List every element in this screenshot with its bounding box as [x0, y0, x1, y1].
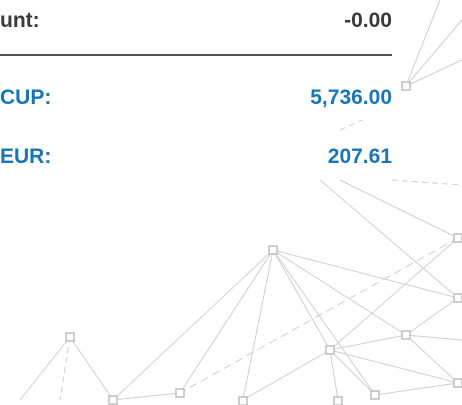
row-value: 5,736.00 — [310, 85, 392, 111]
row-label: CUP: — [0, 85, 51, 111]
screen: {"summary": {"rows": [ {"label": "unt:",… — [0, 0, 462, 405]
network-decoration — [0, 0, 462, 405]
row-value: -0.00 — [344, 8, 392, 34]
page: html, body { margin: 0; padding: 0; } bo… — [0, 0, 462, 405]
row-label: unt: — [0, 8, 40, 34]
row-value: 207.61 — [328, 144, 392, 170]
divider — [0, 54, 392, 56]
row-label: EUR: — [0, 144, 51, 170]
